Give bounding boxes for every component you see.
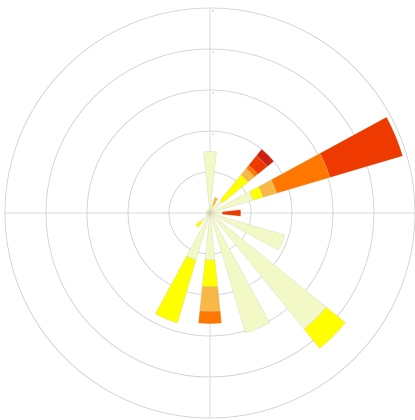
rose-segment [205, 212, 211, 216]
rose-segment [205, 210, 211, 214]
rose-segment [222, 209, 241, 217]
rose-segment [203, 151, 217, 214]
r-tick-label: 3 [212, 91, 214, 95]
grid-circle [86, 89, 334, 337]
rose-segment [271, 153, 331, 194]
r-tick-label: 2 [212, 132, 214, 136]
grid-circle [4, 7, 415, 419]
rose-segment [207, 208, 211, 214]
rose-segment [202, 259, 218, 287]
rose-segment [195, 220, 203, 228]
rose-segment [256, 149, 274, 167]
rose-segment [209, 212, 285, 251]
rose-segment [212, 197, 219, 206]
r-tick-label: 4 [212, 50, 214, 54]
rose-segment [303, 306, 346, 349]
grid-circle [45, 48, 375, 378]
rose-segment [209, 212, 270, 334]
r-tick-label: 5 [212, 9, 214, 13]
rose-segment [199, 286, 221, 312]
rose-segment [155, 256, 197, 324]
rose-segment [206, 209, 211, 214]
rose-segment [319, 116, 403, 178]
rose-segment [198, 310, 222, 324]
rose-segment [205, 212, 211, 214]
